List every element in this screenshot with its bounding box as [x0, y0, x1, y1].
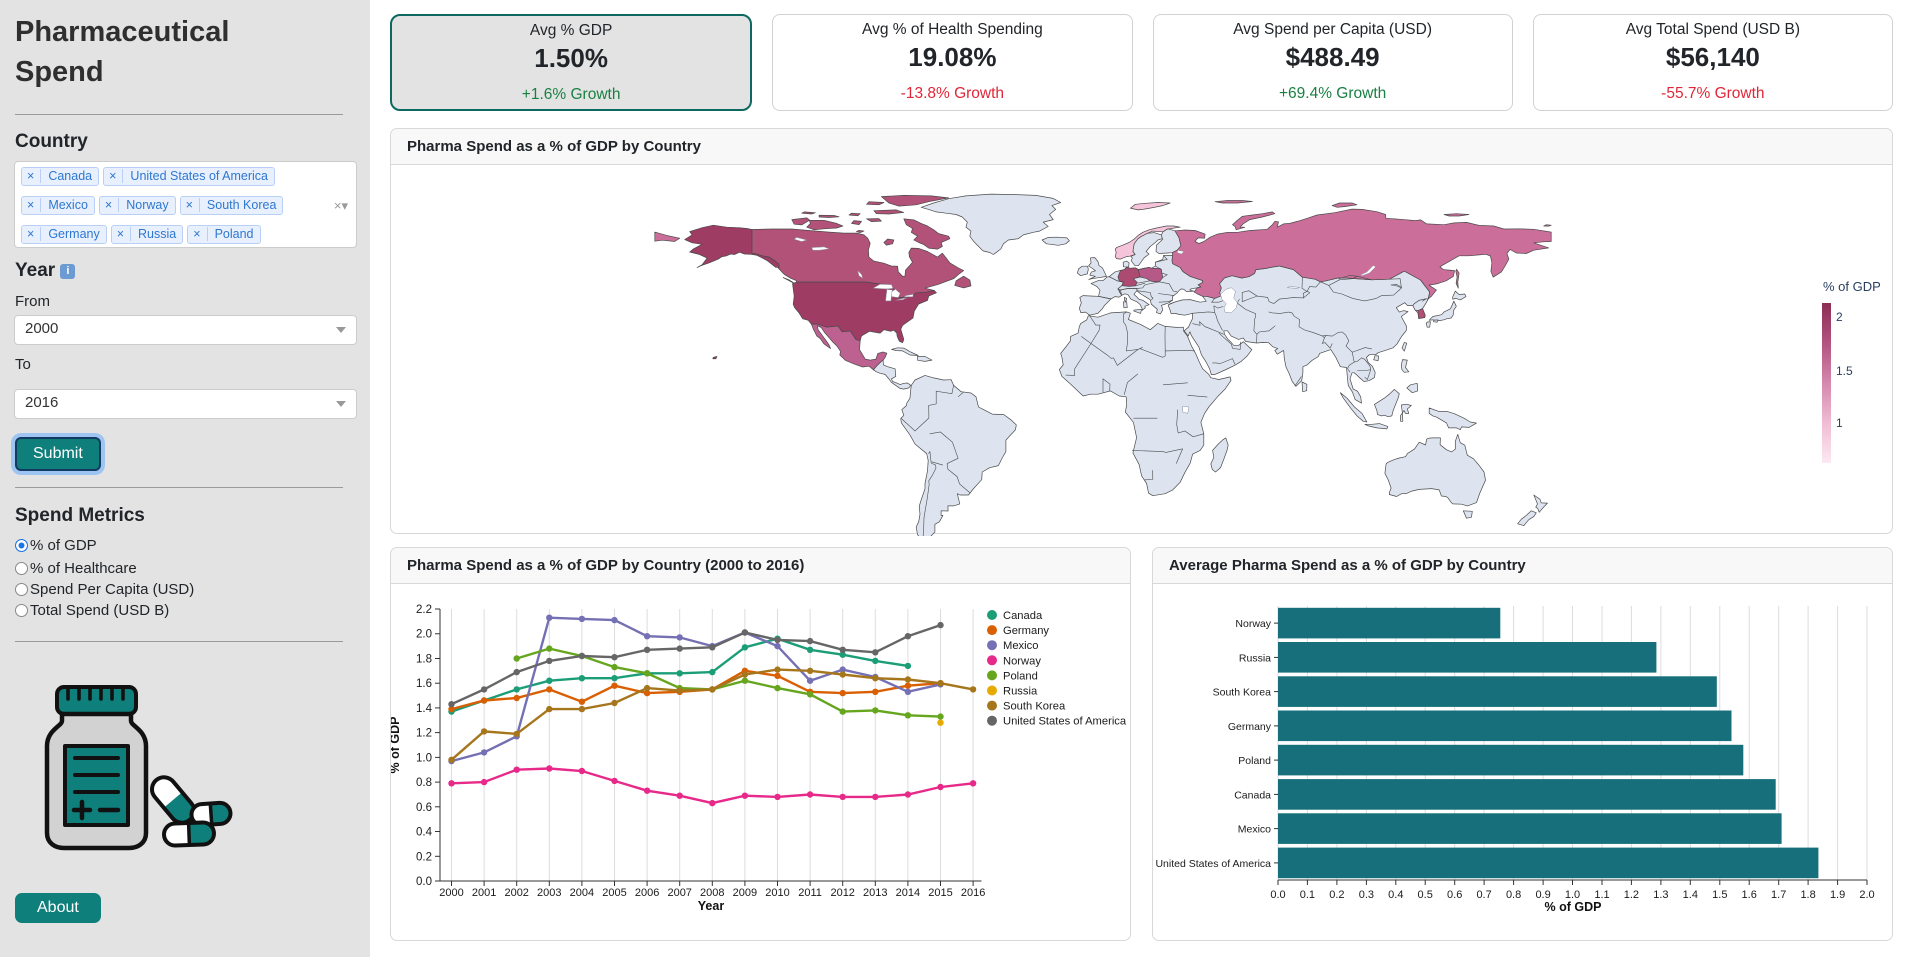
svg-text:2008: 2008 — [700, 887, 724, 899]
svg-text:Russia: Russia — [1003, 686, 1038, 698]
svg-text:0.6: 0.6 — [416, 802, 432, 814]
svg-text:South Korea: South Korea — [1003, 701, 1066, 713]
svg-text:2000: 2000 — [439, 887, 463, 899]
svg-text:Mexico: Mexico — [1003, 640, 1038, 652]
svg-text:2.2: 2.2 — [416, 604, 432, 616]
svg-text:2002: 2002 — [504, 887, 528, 899]
svg-text:2005: 2005 — [602, 887, 626, 899]
svg-text:0.6: 0.6 — [1447, 889, 1462, 901]
svg-text:0.1: 0.1 — [1300, 889, 1315, 901]
svg-text:0.9: 0.9 — [1535, 889, 1550, 901]
svg-text:1.9: 1.9 — [1830, 889, 1845, 901]
svg-text:Poland: Poland — [1238, 755, 1271, 767]
svg-text:1.6: 1.6 — [416, 678, 432, 690]
svg-text:2004: 2004 — [570, 887, 594, 899]
svg-text:Year: Year — [698, 899, 725, 913]
svg-text:Norway: Norway — [1003, 655, 1041, 667]
svg-text:0.8: 0.8 — [1506, 889, 1521, 901]
svg-text:0.2: 0.2 — [416, 851, 432, 863]
svg-text:1.8: 1.8 — [1800, 889, 1815, 901]
svg-text:United States of America: United States of America — [1155, 858, 1271, 870]
svg-text:0.3: 0.3 — [1359, 889, 1374, 901]
svg-text:1.4: 1.4 — [416, 703, 433, 715]
svg-text:2007: 2007 — [667, 887, 691, 899]
svg-text:1.0: 1.0 — [1565, 889, 1580, 901]
svg-text:2011: 2011 — [798, 887, 822, 899]
svg-text:2015: 2015 — [928, 887, 952, 899]
svg-text:Norway: Norway — [1235, 618, 1271, 630]
svg-text:% of GDP: % of GDP — [1823, 279, 1881, 294]
svg-text:0.4: 0.4 — [1388, 889, 1403, 901]
svg-text:2003: 2003 — [537, 887, 561, 899]
svg-text:0.4: 0.4 — [416, 827, 433, 839]
svg-text:Canada: Canada — [1003, 610, 1043, 622]
svg-text:Germany: Germany — [1228, 721, 1272, 733]
svg-text:1.5: 1.5 — [1836, 364, 1853, 378]
svg-text:0.8: 0.8 — [416, 777, 432, 789]
svg-text:1.4: 1.4 — [1683, 889, 1698, 901]
svg-text:0.7: 0.7 — [1476, 889, 1491, 901]
svg-text:1.5: 1.5 — [1712, 889, 1727, 901]
svg-text:0.0: 0.0 — [1270, 889, 1285, 901]
svg-text:1.3: 1.3 — [1653, 889, 1668, 901]
svg-text:0.5: 0.5 — [1418, 889, 1433, 901]
svg-text:2001: 2001 — [472, 887, 496, 899]
svg-text:United States of America: United States of America — [1003, 716, 1127, 728]
svg-text:Canada: Canada — [1234, 789, 1271, 801]
svg-text:% of GDP: % of GDP — [391, 717, 402, 774]
svg-text:Poland: Poland — [1003, 670, 1038, 682]
svg-text:% of GDP: % of GDP — [1545, 900, 1602, 914]
svg-text:1.0: 1.0 — [416, 752, 432, 764]
svg-text:South Korea: South Korea — [1213, 687, 1272, 699]
svg-text:1.2: 1.2 — [416, 728, 432, 740]
svg-text:1: 1 — [1836, 416, 1843, 430]
svg-text:0.2: 0.2 — [1329, 889, 1344, 901]
svg-text:2: 2 — [1836, 310, 1843, 324]
svg-text:1.7: 1.7 — [1771, 889, 1786, 901]
svg-text:2013: 2013 — [863, 887, 887, 899]
svg-text:2006: 2006 — [635, 887, 659, 899]
svg-text:2.0: 2.0 — [416, 629, 432, 641]
svg-text:2016: 2016 — [961, 887, 985, 899]
svg-text:1.8: 1.8 — [416, 654, 432, 666]
svg-text:2.0: 2.0 — [1859, 889, 1874, 901]
svg-text:2012: 2012 — [830, 887, 854, 899]
svg-text:1.1: 1.1 — [1594, 889, 1609, 901]
svg-text:Mexico: Mexico — [1238, 824, 1271, 836]
svg-text:1.2: 1.2 — [1624, 889, 1639, 901]
svg-text:1.6: 1.6 — [1742, 889, 1757, 901]
svg-text:Russia: Russia — [1239, 652, 1271, 664]
svg-text:0.0: 0.0 — [416, 876, 432, 888]
svg-text:Germany: Germany — [1003, 625, 1049, 637]
svg-text:2009: 2009 — [733, 887, 757, 899]
svg-text:2010: 2010 — [765, 887, 789, 899]
svg-text:2014: 2014 — [896, 887, 920, 899]
